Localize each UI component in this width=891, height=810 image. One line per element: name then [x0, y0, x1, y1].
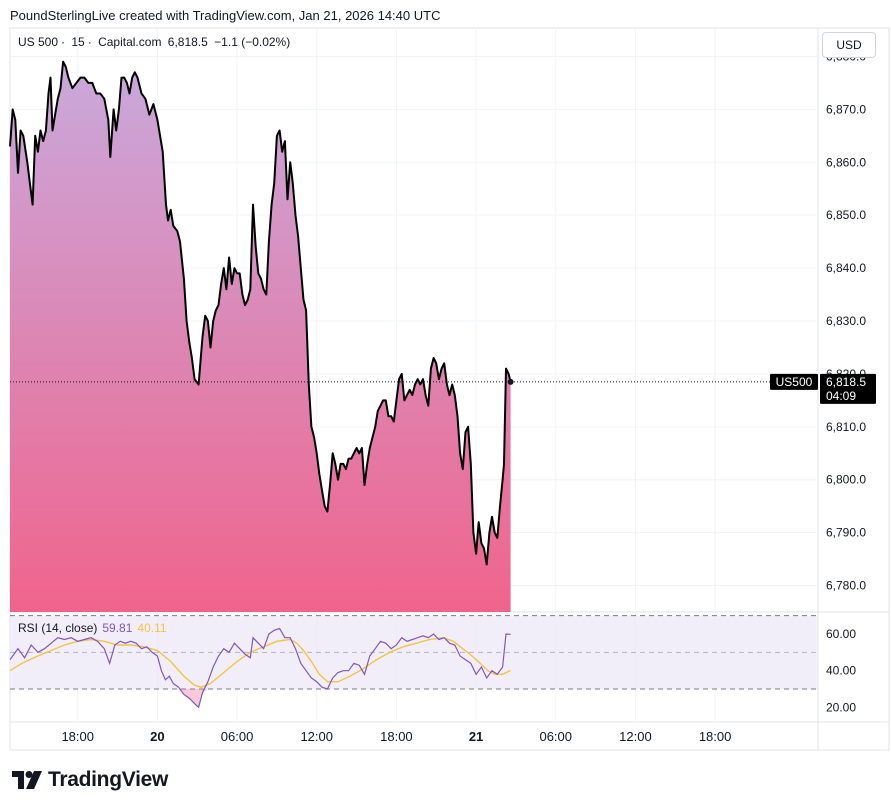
price-tag-value: 6,818.5	[826, 375, 866, 389]
time-tick-label: 20	[150, 729, 164, 744]
time-tick-label: 18:00	[699, 729, 732, 744]
price-tick-label: 6,780.0	[826, 579, 866, 593]
symbol-tag-text: US500	[776, 375, 813, 389]
price-tick-label: 6,830.0	[826, 314, 866, 328]
price-tick-label: 6,790.0	[826, 526, 866, 540]
rsi-tick-label: 40.00	[826, 664, 856, 678]
rsi-tick-label: 20.00	[826, 700, 856, 714]
chart-legend: US 500 · 15 · Capital.com 6,818.5 −1.1 (−0…	[18, 35, 291, 49]
rsi-line	[9, 627, 511, 709]
legend-change: −1.1 (−0.02%)	[214, 35, 291, 49]
tradingview-wordmark: TradingView	[48, 768, 169, 791]
time-tick-label: 18:00	[380, 729, 413, 744]
price-tick-label: 6,810.0	[826, 420, 866, 434]
price-tick-label: 6,870.0	[826, 102, 866, 116]
legend-last-price: 6,818.5	[167, 35, 208, 49]
time-tick-label: 06:00	[539, 729, 572, 744]
rsi-band	[10, 615, 818, 689]
rsi-tick-label: 60.00	[826, 627, 856, 641]
price-tick-label: 6,840.0	[826, 261, 866, 275]
rsi-ma-line	[9, 636, 511, 688]
price-tag-countdown: 04:09	[826, 389, 856, 403]
currency-button[interactable]: USD	[822, 32, 876, 58]
price-tick-label: 6,800.0	[826, 473, 866, 487]
rsi-label: RSI (14, close)	[18, 621, 98, 635]
tradingview-logo: TradingView	[12, 768, 168, 792]
price-line	[9, 60, 512, 566]
chart-credit: PoundSterlingLive created with TradingVi…	[10, 8, 441, 23]
price-chart[interactable]: 18:00 20 06:00 12:00 18:00 21 06:00 12:00 18:00 6…	[0, 0, 891, 760]
rsi-value: 59.81	[102, 621, 133, 635]
rsi-ma-value: 40.11	[137, 621, 167, 635]
time-tick-label: 06:00	[221, 729, 254, 744]
rsi-legend: RSI (14, close) 59.81 40.11	[18, 621, 167, 635]
time-tick-label: 21	[469, 729, 483, 744]
price-tick-label: 6,860.0	[826, 155, 866, 169]
price-tag	[820, 373, 876, 404]
price-tick-label: 6,850.0	[826, 208, 866, 222]
legend-symbol: US 500	[18, 35, 59, 49]
time-tick-label: 18:00	[61, 729, 94, 744]
time-tick-label: 12:00	[300, 729, 333, 744]
time-tick-label: 12:00	[619, 729, 652, 744]
last-price-dot	[507, 378, 514, 385]
tradingview-logo-icon	[12, 771, 42, 789]
legend-source: Capital.com	[98, 35, 162, 49]
price-area-fill	[10, 61, 511, 612]
legend-interval: 15	[71, 35, 85, 49]
rsi-oversold-fill	[10, 689, 511, 708]
symbol-tag	[770, 373, 818, 390]
